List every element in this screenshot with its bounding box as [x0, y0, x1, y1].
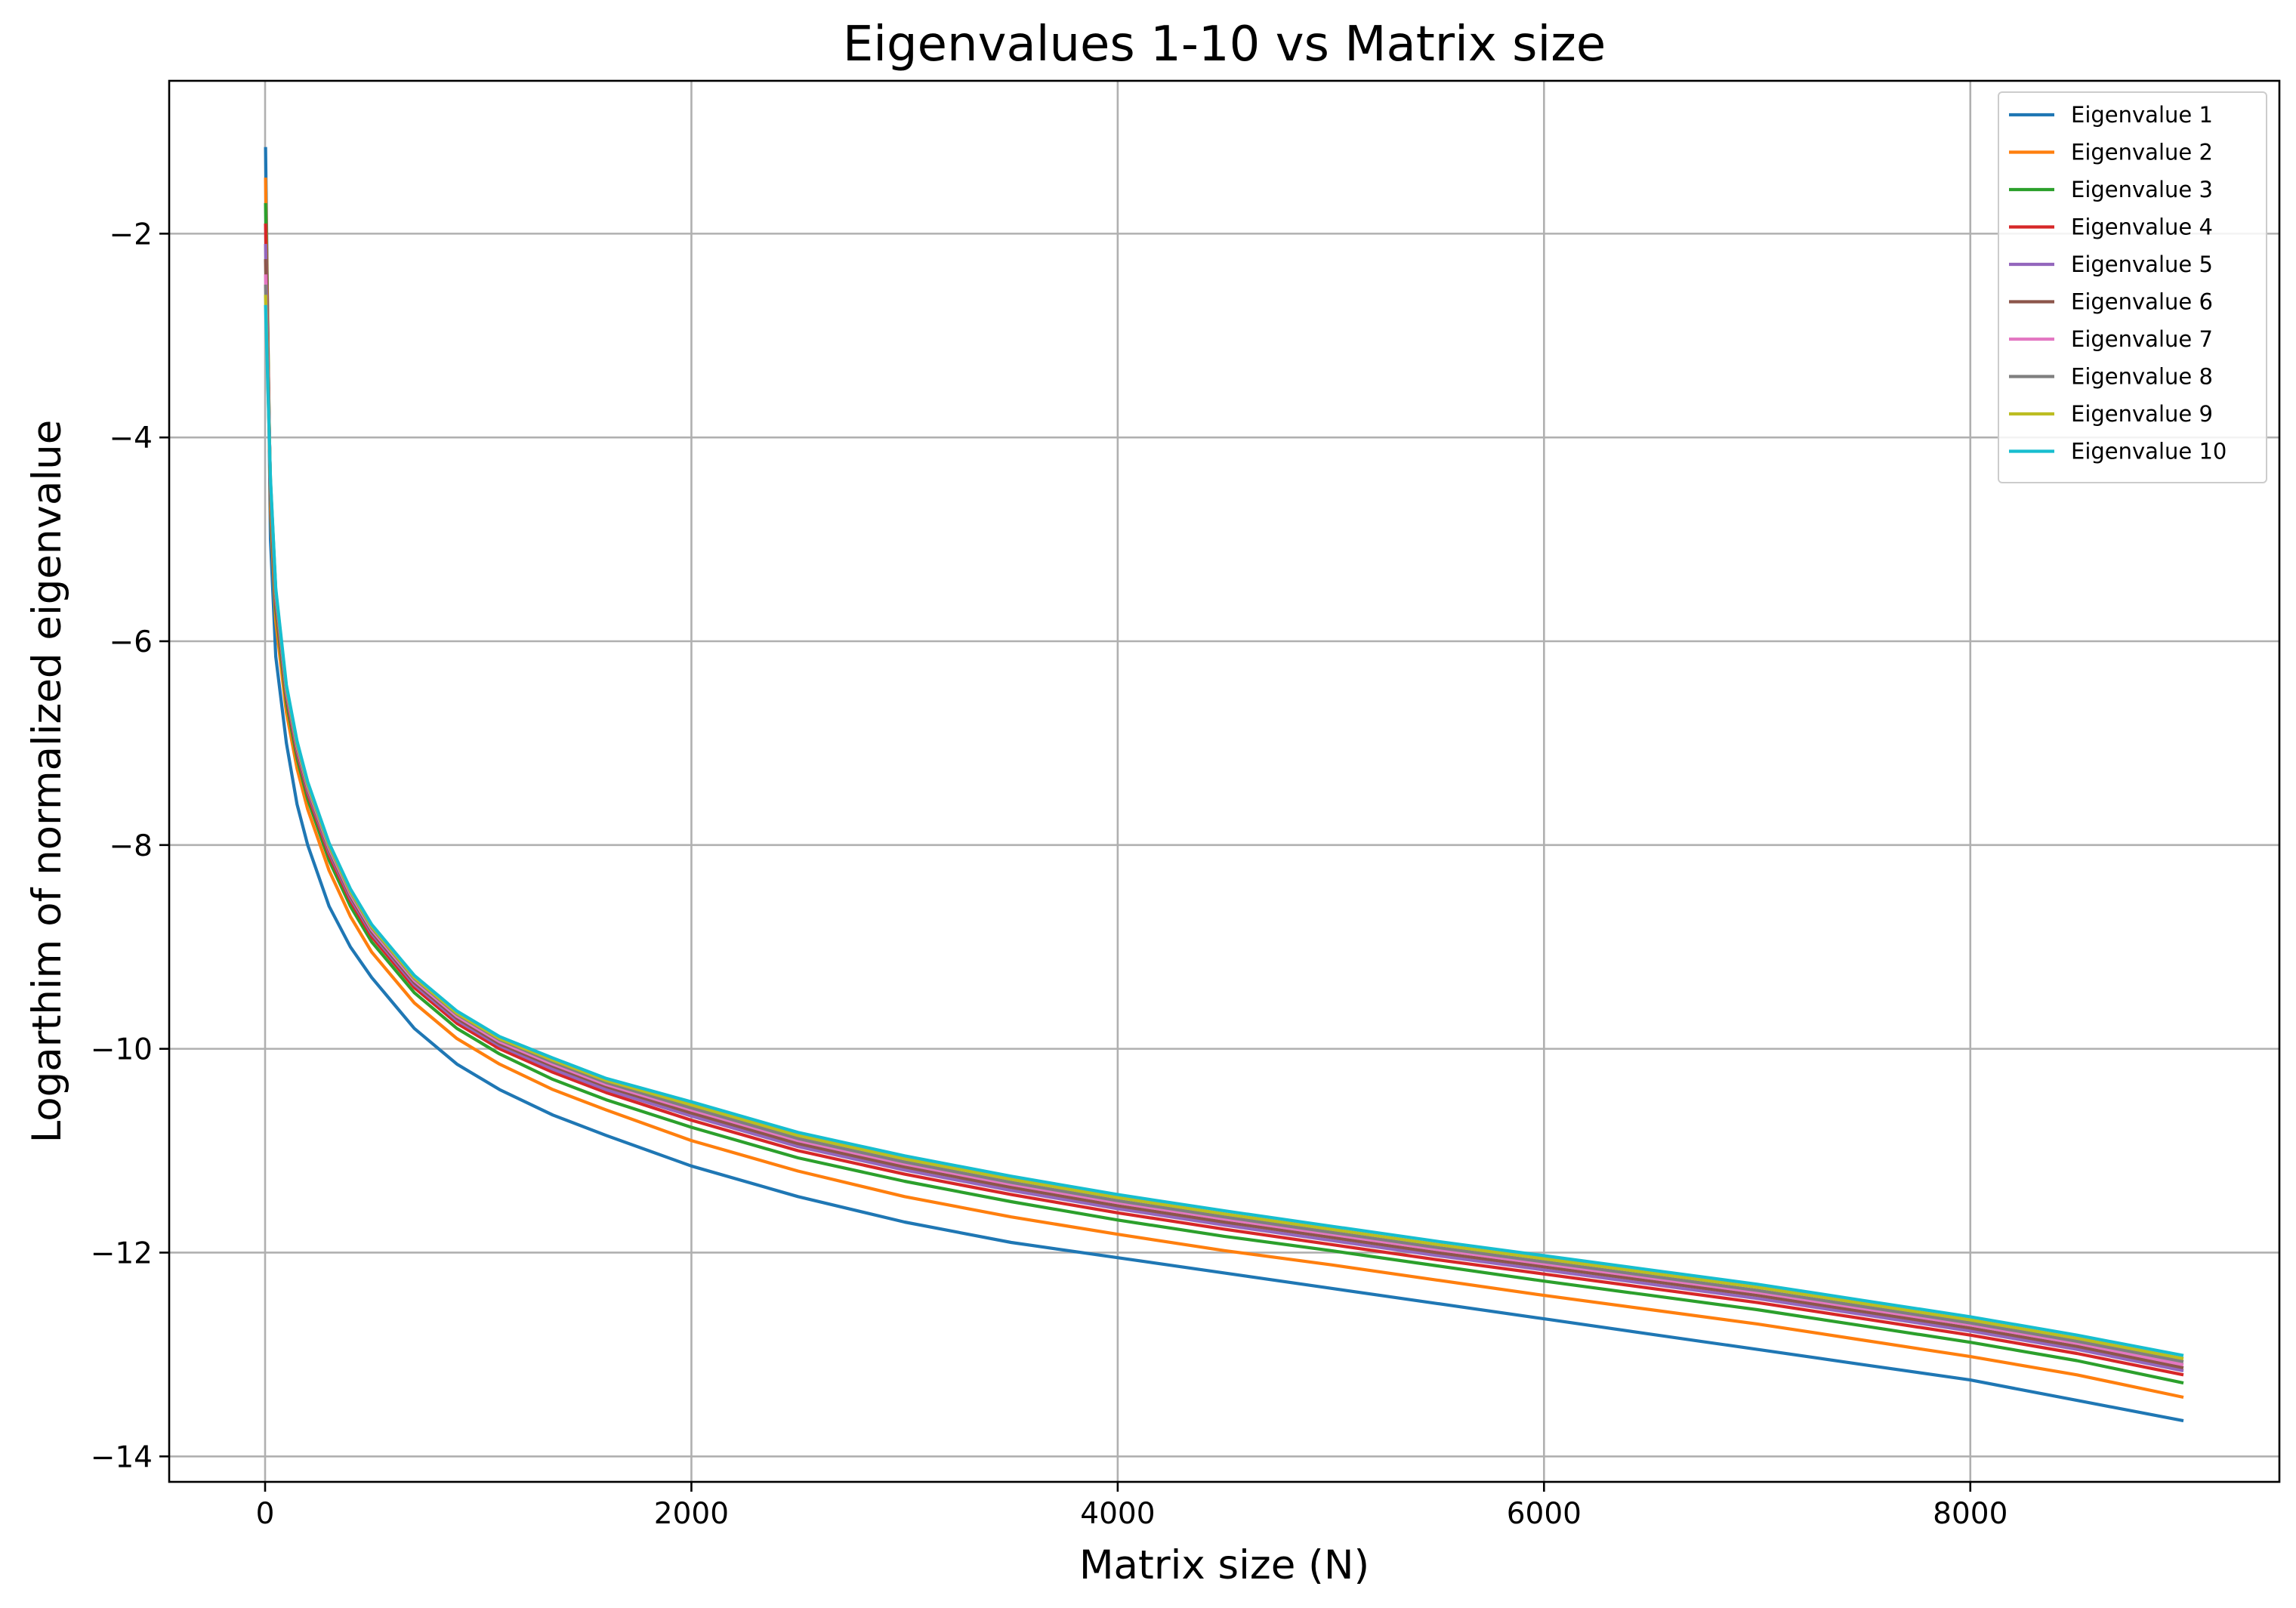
y-tick-label: −14 [91, 1440, 153, 1474]
legend-label: Eigenvalue 6 [2071, 289, 2213, 315]
legend-label: Eigenvalue 3 [2071, 177, 2213, 202]
y-tick-label: −2 [110, 218, 153, 252]
legend-label: Eigenvalue 1 [2071, 102, 2213, 128]
x-tick-label: 0 [256, 1497, 275, 1531]
legend-label: Eigenvalue 8 [2071, 364, 2213, 390]
legend-label: Eigenvalue 9 [2071, 401, 2213, 427]
legend-box [1998, 91, 2267, 483]
x-tick-label: 4000 [1080, 1497, 1155, 1531]
y-tick-label: −4 [110, 421, 153, 455]
grid [169, 81, 2279, 1482]
legend-label: Eigenvalue 5 [2071, 252, 2213, 277]
legend: Eigenvalue 1 Eigenvalue 2 Eigenvalue 3 Eige… [1998, 91, 2267, 483]
legend-label: Eigenvalue 7 [2071, 326, 2213, 352]
chart-title: Eigenvalues 1-10 vs Matrix size [843, 17, 1606, 73]
y-tick-label: −8 [110, 829, 153, 863]
legend-label: Eigenvalue 2 [2071, 140, 2213, 165]
legend-label: Eigenvalue 10 [2071, 439, 2227, 464]
x-tick-label: 2000 [654, 1497, 729, 1531]
axis-ticks: 0 2000 4000 6000 8000 −2 −4 −6 −8 −10 −12 −14 [91, 218, 2008, 1531]
y-tick-label: −10 [91, 1033, 153, 1067]
y-tick-label: −6 [110, 625, 153, 659]
series-line-eigenvalue-2 [264, 177, 2184, 1400]
series-line-eigenvalue-10 [264, 304, 2184, 1357]
plot-frame [168, 79, 2281, 1483]
x-axis-label: Matrix size (N) [1079, 1542, 1369, 1588]
y-tick-label: −12 [91, 1236, 153, 1270]
y-axis-label: Logarthim of normalized eigenvalue [24, 420, 70, 1144]
series-line-eigenvalue-1 [264, 147, 2184, 1423]
legend-label: Eigenvalue 4 [2071, 215, 2213, 240]
x-tick-label: 8000 [1933, 1497, 2007, 1531]
series-lines [264, 147, 2184, 1423]
x-tick-label: 6000 [1507, 1497, 1582, 1531]
